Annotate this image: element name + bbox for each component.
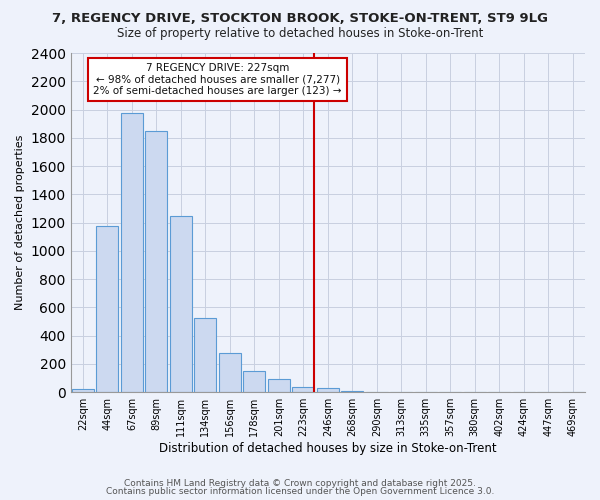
Bar [194,318,217,392]
Bar [317,388,339,392]
Bar [341,391,364,392]
X-axis label: Distribution of detached houses by size in Stoke-on-Trent: Distribution of detached houses by size … [159,442,497,455]
Text: 7, REGENCY DRIVE, STOCKTON BROOK, STOKE-ON-TRENT, ST9 9LG: 7, REGENCY DRIVE, STOCKTON BROOK, STOKE-… [52,12,548,26]
Y-axis label: Number of detached properties: Number of detached properties [15,135,25,310]
Bar [145,130,167,392]
Bar [292,386,314,392]
Bar [219,354,241,392]
Bar [244,371,265,392]
Text: Contains HM Land Registry data © Crown copyright and database right 2025.: Contains HM Land Registry data © Crown c… [124,478,476,488]
Bar [72,388,94,392]
Bar [268,380,290,392]
Bar [97,226,118,392]
Text: Size of property relative to detached houses in Stoke-on-Trent: Size of property relative to detached ho… [117,28,483,40]
Bar [121,113,143,392]
Text: 7 REGENCY DRIVE: 227sqm
← 98% of detached houses are smaller (7,277)
2% of semi-: 7 REGENCY DRIVE: 227sqm ← 98% of detache… [94,63,342,96]
Text: Contains public sector information licensed under the Open Government Licence 3.: Contains public sector information licen… [106,487,494,496]
Bar [170,216,192,392]
